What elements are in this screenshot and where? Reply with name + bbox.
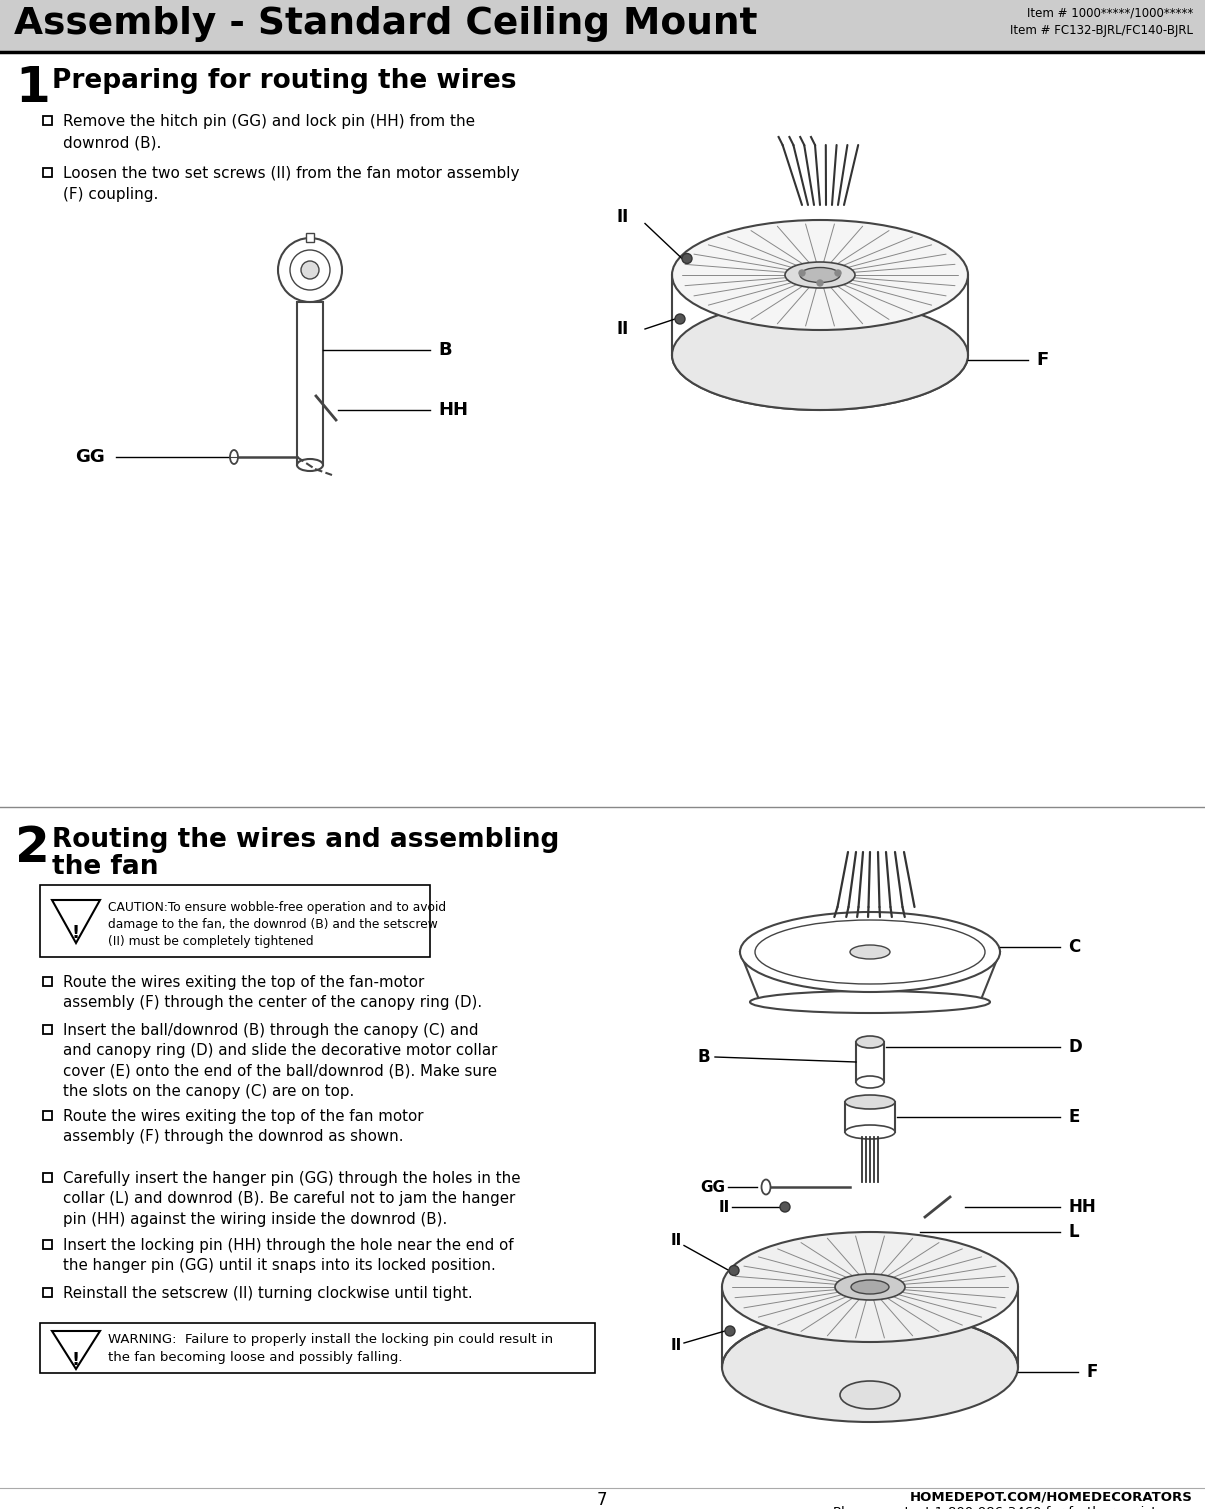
Bar [296, 302, 323, 465]
Text: !: ! [72, 1351, 80, 1369]
Text: the fan becoming loose and possibly falling.: the fan becoming loose and possibly fall… [108, 1351, 402, 1364]
Ellipse shape [750, 991, 991, 1013]
Circle shape [817, 281, 823, 287]
Ellipse shape [845, 1096, 895, 1109]
Bar [40, 1323, 595, 1373]
Text: Insert the ball/downrod (B) through the canopy (C) and
and canopy ring (D) and s: Insert the ball/downrod (B) through the … [63, 1023, 498, 1099]
Ellipse shape [756, 920, 984, 984]
Bar [43, 1111, 52, 1120]
Text: damage to the fan, the downrod (B) and the setscrew: damage to the fan, the downrod (B) and t… [108, 917, 437, 931]
Text: II: II [671, 1233, 682, 1248]
Ellipse shape [230, 450, 239, 463]
Text: Route the wires exiting the top of the fan motor
assembly (F) through the downro: Route the wires exiting the top of the f… [63, 1109, 423, 1144]
Text: Remove the hitch pin (GG) and lock pin (HH) from the
downrod (B).: Remove the hitch pin (GG) and lock pin (… [63, 115, 475, 149]
Text: B: B [437, 341, 452, 359]
Text: Please contact 1-800-986-3460 for further assistance.: Please contact 1-800-986-3460 for furthe… [833, 1506, 1193, 1509]
Circle shape [799, 270, 805, 276]
Ellipse shape [296, 459, 323, 471]
Text: 7: 7 [596, 1491, 607, 1509]
Bar [0, 0, 1205, 51]
Text: Item # 1000*****/1000*****: Item # 1000*****/1000***** [1027, 6, 1193, 20]
Text: L: L [1068, 1222, 1078, 1240]
Text: Preparing for routing the wires: Preparing for routing the wires [52, 68, 517, 94]
Text: 2: 2 [14, 824, 49, 872]
Ellipse shape [740, 911, 1000, 991]
Text: E: E [1068, 1108, 1080, 1126]
Bar [856, 1043, 884, 1082]
Bar [43, 976, 52, 985]
Text: Item # FC132-BJRL/FC140-BJRL: Item # FC132-BJRL/FC140-BJRL [1010, 24, 1193, 38]
Text: Insert the locking pin (HH) through the hole near the end of
the hanger pin (GG): Insert the locking pin (HH) through the … [63, 1237, 513, 1274]
Text: Carefully insert the hanger pin (GG) through the holes in the
collar (L) and dow: Carefully insert the hanger pin (GG) thr… [63, 1171, 521, 1227]
Text: D: D [1068, 1038, 1082, 1056]
Text: CAUTION:To ensure wobble-free operation and to avoid: CAUTION:To ensure wobble-free operation … [108, 901, 446, 914]
Text: HH: HH [437, 401, 468, 420]
Ellipse shape [784, 263, 856, 288]
Text: HH: HH [1068, 1198, 1095, 1216]
Circle shape [729, 1266, 739, 1275]
Circle shape [301, 261, 319, 279]
Text: GG: GG [75, 448, 105, 466]
Ellipse shape [835, 1274, 905, 1299]
Ellipse shape [856, 1037, 884, 1047]
Text: the fan: the fan [52, 854, 159, 880]
Text: II: II [617, 320, 629, 338]
Ellipse shape [800, 267, 840, 282]
Text: 1: 1 [14, 63, 49, 112]
Ellipse shape [856, 1076, 884, 1088]
Circle shape [780, 1203, 790, 1212]
Bar [43, 167, 52, 177]
Text: F: F [1086, 1363, 1098, 1381]
Ellipse shape [845, 1126, 895, 1139]
Text: !: ! [72, 924, 80, 942]
Bar [306, 232, 315, 241]
Circle shape [725, 1326, 735, 1335]
Ellipse shape [762, 1180, 770, 1195]
Ellipse shape [851, 1280, 889, 1295]
Bar [43, 1172, 52, 1182]
Polygon shape [52, 899, 100, 943]
Text: (II) must be completely tightened: (II) must be completely tightened [108, 936, 313, 948]
Text: Reinstall the setscrew (II) turning clockwise until tight.: Reinstall the setscrew (II) turning cloc… [63, 1286, 472, 1301]
Bar [43, 1025, 52, 1034]
Bar [43, 116, 52, 125]
Text: HOMEDEPOT.COM/HOMEDECORATORS: HOMEDEPOT.COM/HOMEDECORATORS [910, 1491, 1193, 1504]
Text: WARNING:  Failure to properly install the locking pin could result in: WARNING: Failure to properly install the… [108, 1332, 553, 1346]
Text: GG: GG [700, 1180, 725, 1195]
Text: B: B [698, 1047, 710, 1065]
Text: II: II [671, 1338, 682, 1354]
Circle shape [290, 250, 330, 290]
Bar [43, 1289, 52, 1298]
Circle shape [835, 270, 841, 276]
Ellipse shape [850, 945, 890, 960]
Ellipse shape [672, 220, 968, 330]
Polygon shape [52, 1331, 100, 1369]
Text: II: II [617, 208, 629, 225]
Text: F: F [1036, 352, 1048, 370]
Circle shape [278, 238, 342, 302]
Text: C: C [1068, 939, 1080, 957]
Ellipse shape [840, 1381, 900, 1409]
Bar [845, 1102, 895, 1132]
Text: Routing the wires and assembling: Routing the wires and assembling [52, 827, 559, 853]
Bar [43, 1240, 52, 1249]
Ellipse shape [722, 1311, 1018, 1421]
Bar [40, 884, 430, 957]
Ellipse shape [672, 300, 968, 410]
Text: Assembly - Standard Ceiling Mount: Assembly - Standard Ceiling Mount [14, 6, 758, 42]
Text: II: II [718, 1200, 730, 1215]
Text: Route the wires exiting the top of the fan-motor
assembly (F) through the center: Route the wires exiting the top of the f… [63, 975, 482, 1011]
Text: Loosen the two set screws (II) from the fan motor assembly
(F) coupling.: Loosen the two set screws (II) from the … [63, 166, 519, 202]
Circle shape [675, 314, 684, 324]
Circle shape [682, 254, 692, 264]
Ellipse shape [722, 1231, 1018, 1342]
